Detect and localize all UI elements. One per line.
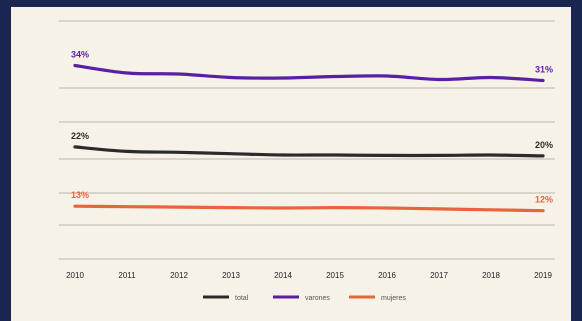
- chart-card: 34% 31% 22% 20% 13% 12% 2010 2011 2012 2013 2014 2…: [11, 7, 571, 321]
- series-line-mujeres: [73, 204, 545, 213]
- legend-label-mujeres: mujeres: [381, 295, 406, 302]
- x-tick-label: 2017: [430, 271, 448, 280]
- x-tick-label: 2018: [482, 271, 500, 280]
- x-axis-ticks: 2010 2011 2012 2013 2014 2015 2016 2017 2018 2019: [66, 271, 552, 280]
- line-chart: 34%31%22%20%13% 12% 2010 2011 2012 2013 2014 2…: [59, 20, 555, 302]
- data-label-total-start: 22%: [71, 131, 89, 141]
- gridlines: [59, 20, 555, 260]
- data-label-varones-start: 34%: [71, 50, 89, 60]
- data-label-mujeres-start: 13%: [71, 190, 89, 200]
- legend-label-varones: varones: [305, 295, 330, 302]
- legend-label-total: total: [235, 295, 249, 302]
- data-label-mujeres-end: 12%: [535, 195, 553, 205]
- x-tick-label: 2019: [534, 271, 552, 280]
- legend: total varones mujeres: [203, 295, 406, 302]
- series-line-varones: [73, 63, 545, 83]
- x-tick-label: 2010: [66, 271, 84, 280]
- x-tick-label: 2011: [118, 271, 136, 280]
- x-tick-label: 2015: [326, 271, 344, 280]
- x-tick-label: 2016: [378, 271, 396, 280]
- x-tick-label: 2014: [274, 271, 292, 280]
- x-tick-label: 2012: [170, 271, 188, 280]
- data-label-total-end: 20%: [535, 140, 553, 150]
- data-label-varones-end: 31%: [535, 65, 553, 75]
- data-labels: 34% 31% 22% 20% 13% 12%: [71, 50, 553, 205]
- x-tick-label: 2013: [222, 271, 240, 280]
- series-lines: [73, 63, 545, 213]
- series-line-total: [73, 145, 545, 158]
